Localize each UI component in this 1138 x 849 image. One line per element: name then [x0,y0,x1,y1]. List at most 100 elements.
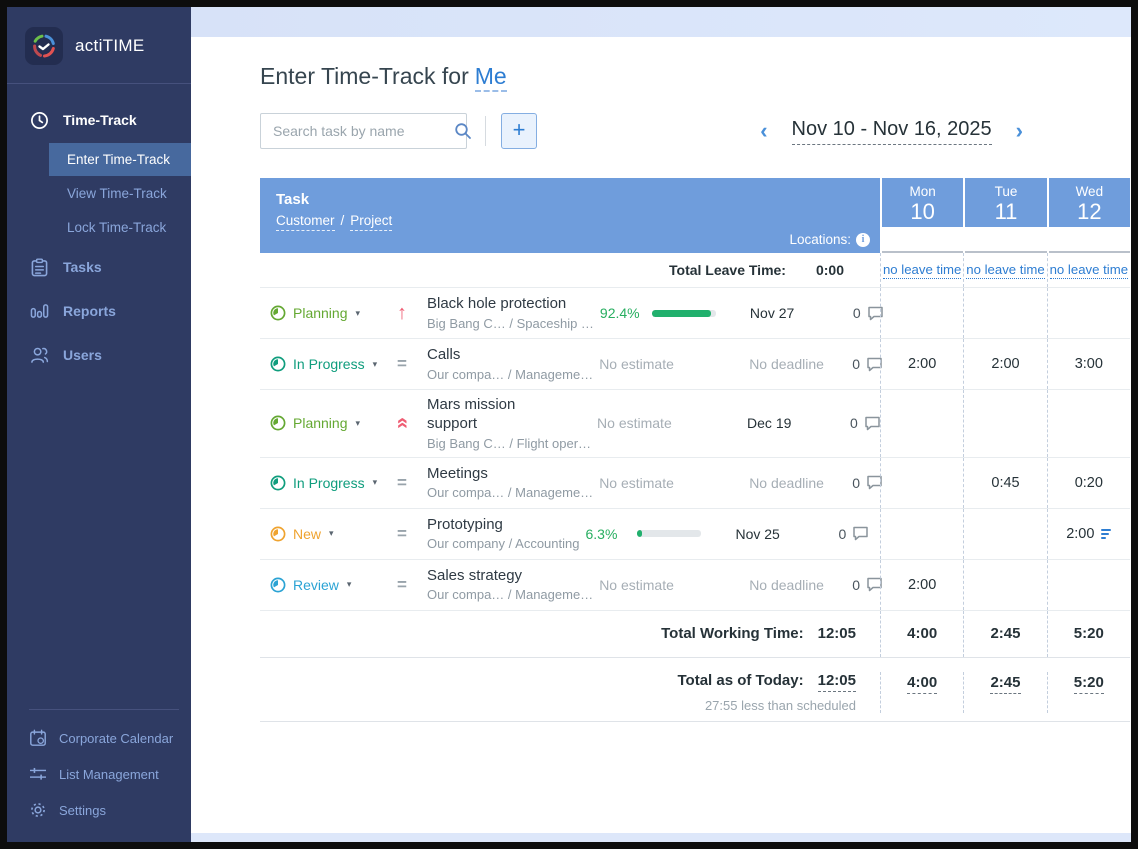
project-sort-link[interactable]: Project [350,213,393,231]
time-entry-cell[interactable] [1046,390,1130,457]
time-entry-cell[interactable] [1046,559,1130,610]
status-dropdown[interactable]: In Progress ▾ [260,475,384,491]
status-clock-icon [270,475,286,491]
customer-sort-link[interactable]: Customer [276,213,335,231]
deadline: No deadline [749,356,824,372]
sidebar-item-corporate-calendar[interactable]: Corporate Calendar [7,720,191,756]
status-label: Planning [293,415,348,432]
time-entry-cell[interactable]: 0:45 [963,457,1046,508]
estimate: No estimate [599,576,674,593]
date-navigation: ‹ Nov 10 - Nov 16, 2025 › [760,118,1023,145]
sidebar-item-time-track[interactable]: Time-Track [7,98,191,142]
day-total: 4:00 [880,610,963,657]
sidebar-item-enter-time-track[interactable]: Enter Time-Track [49,143,191,176]
comment-count: 0 [852,305,861,321]
sidebar-item-lock-time-track[interactable]: Lock Time-Track [67,220,167,235]
status-dropdown[interactable]: Planning ▾ [260,415,384,431]
time-entry-cell[interactable] [880,390,963,457]
search-input[interactable] [273,123,454,139]
reports-icon [29,301,49,321]
table-header: Task Customer / Project Locations: i Mon 10… [260,178,1130,253]
day-total-link[interactable]: 4:00 [907,674,938,694]
sidebar-item-view-time-track[interactable]: View Time-Track [67,186,167,201]
sidebar-divider [7,83,191,84]
task-path: Our compa… / Manageme… [427,587,594,603]
time-entry-cell[interactable] [963,390,1046,457]
status-dropdown[interactable]: In Progress ▾ [260,356,384,372]
status-caret-icon: ▾ [355,307,361,318]
gear-icon [29,801,47,819]
sidebar-item-users[interactable]: Users [7,333,191,377]
status-clock-icon [270,356,286,372]
status-label: In Progress [293,474,365,491]
task-name: Mars mission support [427,396,516,432]
time-entry-cell[interactable]: 2:00 [880,559,963,610]
day-total-link[interactable]: 2:45 [990,674,1021,694]
status-caret-icon: ▾ [329,528,334,538]
sidebar-footer-divider [29,709,179,710]
status-clock-icon [270,577,286,593]
day-name: Wed [1075,184,1104,199]
app-logo[interactable]: actiTIME [7,7,191,83]
deadline: No deadline [749,474,824,491]
status-label: Planning [293,305,348,321]
comment-icon [864,416,881,431]
sidebar-footer: Corporate Calendar List Management Setti… [7,709,191,842]
time-entry-cell[interactable]: 0:20 [1046,457,1130,508]
total-as-of-today-row: Total as of Today: 12:05 27:55 less than… [260,658,1130,722]
task-path: Our compa… / Manageme… [427,485,594,501]
status-dropdown[interactable]: Review ▾ [260,577,384,593]
status-caret-icon: ▾ [372,477,378,487]
search-icon[interactable] [454,122,472,140]
sidebar-item-settings[interactable]: Settings [7,792,191,828]
time-entry-cell[interactable]: 2:00 [1046,508,1130,559]
comments-button[interactable]: 0 [850,415,895,431]
deadline: Nov 25 [735,525,780,542]
comment-count: 0 [852,356,860,372]
progress-bar [651,309,716,317]
time-track-table: Task Customer / Project Locations: i Mon 10… [260,178,1130,722]
priority-icon [397,306,407,322]
task-row: Planning ▾ Mars mission support Big Bang… [260,390,1130,458]
prev-week-button[interactable]: ‹ [760,118,768,143]
total-today-value[interactable]: 12:05 [817,672,856,692]
time-entry-cell[interactable] [880,457,963,508]
status-dropdown[interactable]: New ▾ [260,526,384,542]
time-entry-cell[interactable]: 2:00 [880,339,963,389]
date-range-label[interactable]: Nov 10 - Nov 16, 2025 [791,118,992,145]
total-working-label: Total Working Time: [661,625,804,642]
time-entry-cell[interactable] [880,508,963,559]
search-box[interactable] [260,113,471,149]
next-week-button[interactable]: › [1015,118,1023,143]
entry-note-icon[interactable] [1101,528,1112,539]
status-label: New [293,525,322,542]
time-entry-cell[interactable] [963,288,1046,338]
comments-button[interactable]: 0 [838,526,883,542]
time-entry-cell[interactable]: 2:00 [963,339,1046,389]
sidebar-item-reports[interactable]: Reports [7,289,191,333]
time-entry-cell[interactable] [880,288,963,338]
time-entry-cell[interactable]: 3:00 [1046,339,1130,389]
info-icon[interactable]: i [856,232,870,247]
user-selector-link[interactable]: Me [474,63,507,92]
day-number: 11 [994,199,1018,224]
comment-icon [852,526,869,541]
toolbar-divider [485,116,486,146]
time-entry-cell[interactable] [1046,288,1130,338]
task-row: New ▾ Prototyping Our company / Accounti… [260,508,1130,560]
day-number: 12 [1077,199,1102,224]
comments-button[interactable]: 0 [853,305,898,321]
sidebar-item-tasks[interactable]: Tasks [7,245,191,289]
time-entry-cell[interactable] [963,508,1046,559]
time-entry-cell[interactable] [963,559,1046,610]
comment-count: 0 [838,525,847,542]
day-total-link[interactable]: 5:20 [1073,674,1104,694]
add-task-button[interactable]: + [501,113,537,149]
day-number: 10 [910,199,935,224]
leave-time-link[interactable]: no leave time [966,261,1045,279]
leave-time-link[interactable]: no leave time [1049,261,1129,279]
schedule-deficit-note: 27:55 less than scheduled [704,697,856,713]
status-dropdown[interactable]: Planning ▾ [260,305,384,321]
leave-time-link[interactable]: no leave time [882,261,962,279]
sidebar-item-list-management[interactable]: List Management [7,756,191,792]
